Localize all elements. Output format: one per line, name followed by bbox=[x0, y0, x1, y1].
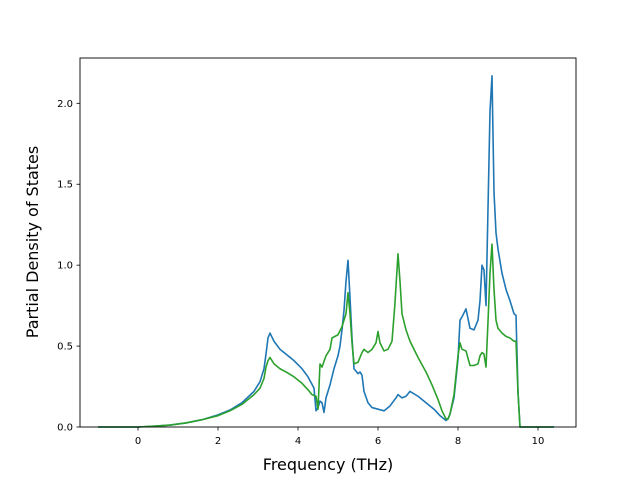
y-axis: 0.0 0.5 1.0 1.5 2.0 bbox=[57, 99, 80, 434]
x-tick-label: 4 bbox=[295, 436, 301, 447]
x-tick-label: 0 bbox=[135, 436, 141, 447]
x-tick-label: 2 bbox=[215, 436, 221, 447]
y-tick-label: 1.0 bbox=[57, 261, 73, 272]
y-tick-label: 0.5 bbox=[57, 342, 73, 353]
plot-frame bbox=[79, 57, 577, 428]
y-tick-label: 2.0 bbox=[57, 99, 73, 110]
x-axis-label: Frequency (THz) bbox=[263, 455, 393, 474]
x-axis: 0 2 4 6 8 10 bbox=[135, 427, 545, 447]
series-line-2 bbox=[98, 243, 554, 428]
y-tick-label: 0.0 bbox=[57, 423, 73, 434]
y-axis-label: Partial Density of States bbox=[23, 146, 42, 338]
series-line-1 bbox=[98, 75, 554, 428]
x-tick-label: 8 bbox=[455, 436, 461, 447]
series-layer bbox=[98, 75, 554, 428]
y-tick-label: 1.5 bbox=[57, 180, 73, 191]
x-tick-label: 10 bbox=[532, 436, 545, 447]
x-tick-label: 6 bbox=[375, 436, 381, 447]
